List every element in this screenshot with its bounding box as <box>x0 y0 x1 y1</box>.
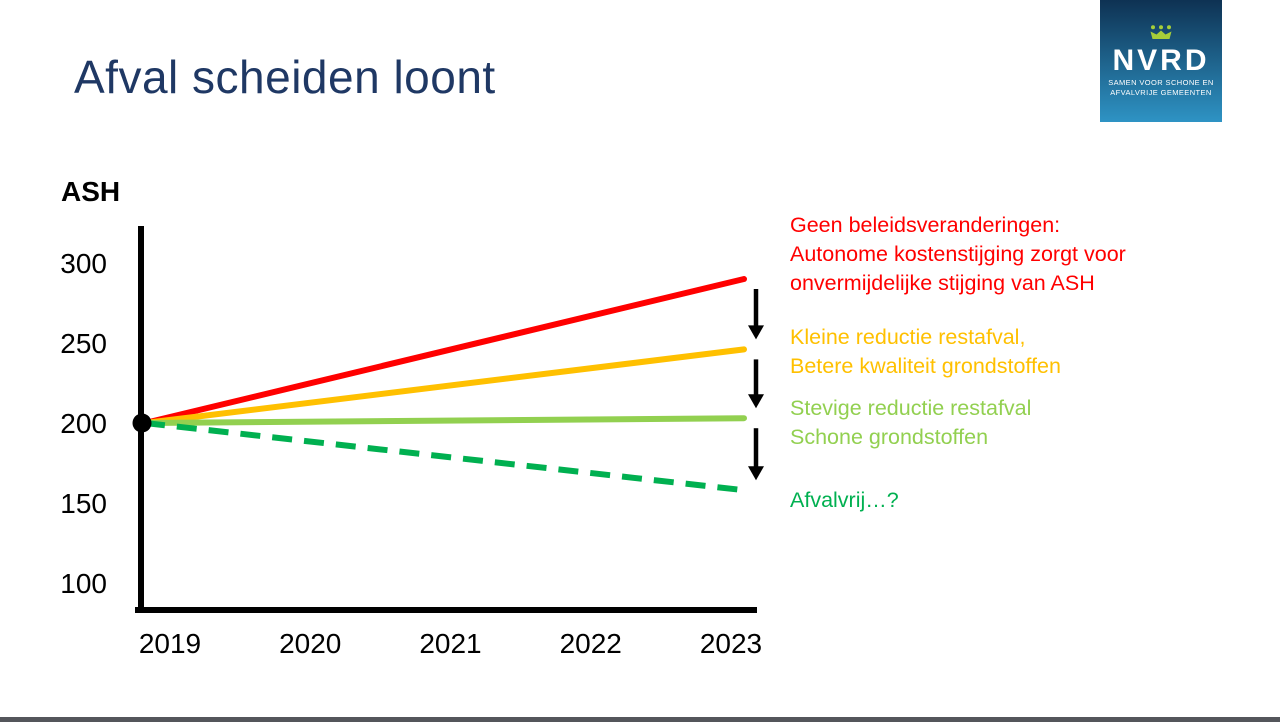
x-tick-label: 2022 <box>560 628 622 659</box>
x-tick-label: 2020 <box>279 628 341 659</box>
y-tick-label: 300 <box>60 248 107 279</box>
annotation-small-reduction: Kleine reductie restafval, Betere kwalite… <box>790 323 1061 381</box>
page-title: Afval scheiden loont <box>74 51 496 103</box>
annotation-waste-free: Afvalvrij…? <box>790 486 899 515</box>
logo-tagline: SAMEN VOOR SCHONE EN AFVALVRIJE GEMEENTE… <box>1108 78 1214 97</box>
annotation-line: Stevige reductie restafval <box>790 396 1032 420</box>
annotation-line: Kleine reductie restafval, <box>790 325 1026 349</box>
y-axis-title: ASH <box>61 176 121 207</box>
series-line-afvalvrij <box>144 420 745 494</box>
crown-icon <box>1148 25 1174 45</box>
annotation-line: Geen beleidsveranderingen: <box>790 213 1061 237</box>
logo-wordmark: NVRD <box>1112 44 1210 78</box>
annotation-line: Betere kwaliteit grondstoffen <box>790 354 1061 378</box>
y-tick-label: 250 <box>60 328 107 359</box>
x-tick-label: 2019 <box>139 628 201 659</box>
series-line-stevige-reductie-restafval <box>142 415 747 426</box>
logo-tagline-line2: AFVALVRIJE GEMEENTEN <box>1110 87 1212 97</box>
nvrd-logo: NVRD SAMEN VOOR SCHONE EN AFVALVRIJE GEM… <box>1100 0 1222 122</box>
footer-bar <box>0 717 1280 722</box>
x-tick-label: 2023 <box>700 628 762 659</box>
annotation-line: Afvalvrij…? <box>790 488 899 512</box>
start-point-marker <box>132 413 152 433</box>
annotation-line: onvermijdelijke stijging van ASH <box>790 271 1095 295</box>
y-tick-label: 200 <box>60 408 107 439</box>
y-tick-label: 100 <box>60 568 107 599</box>
series-line-geen-beleidsveranderingen <box>142 276 747 426</box>
y-tick-label: 150 <box>60 488 107 519</box>
down-arrow-head <box>748 466 764 481</box>
annotation-line: Schone grondstoffen <box>790 425 989 449</box>
down-arrow-head <box>748 394 764 409</box>
annotation-strong-reduction: Stevige reductie restafval Schone grondst… <box>790 394 1031 452</box>
logo-tagline-line1: SAMEN VOOR SCHONE EN <box>1108 78 1214 88</box>
down-arrow-head <box>748 325 764 340</box>
series-line-kleine-reductie-restafval <box>142 346 747 426</box>
annotation-line: Autonome kostenstijging zorgt voor <box>790 242 1126 266</box>
x-tick-label: 2021 <box>419 628 481 659</box>
annotation-no-policy-change: Geen beleidsveranderingen: Autonome koste… <box>790 211 1126 298</box>
